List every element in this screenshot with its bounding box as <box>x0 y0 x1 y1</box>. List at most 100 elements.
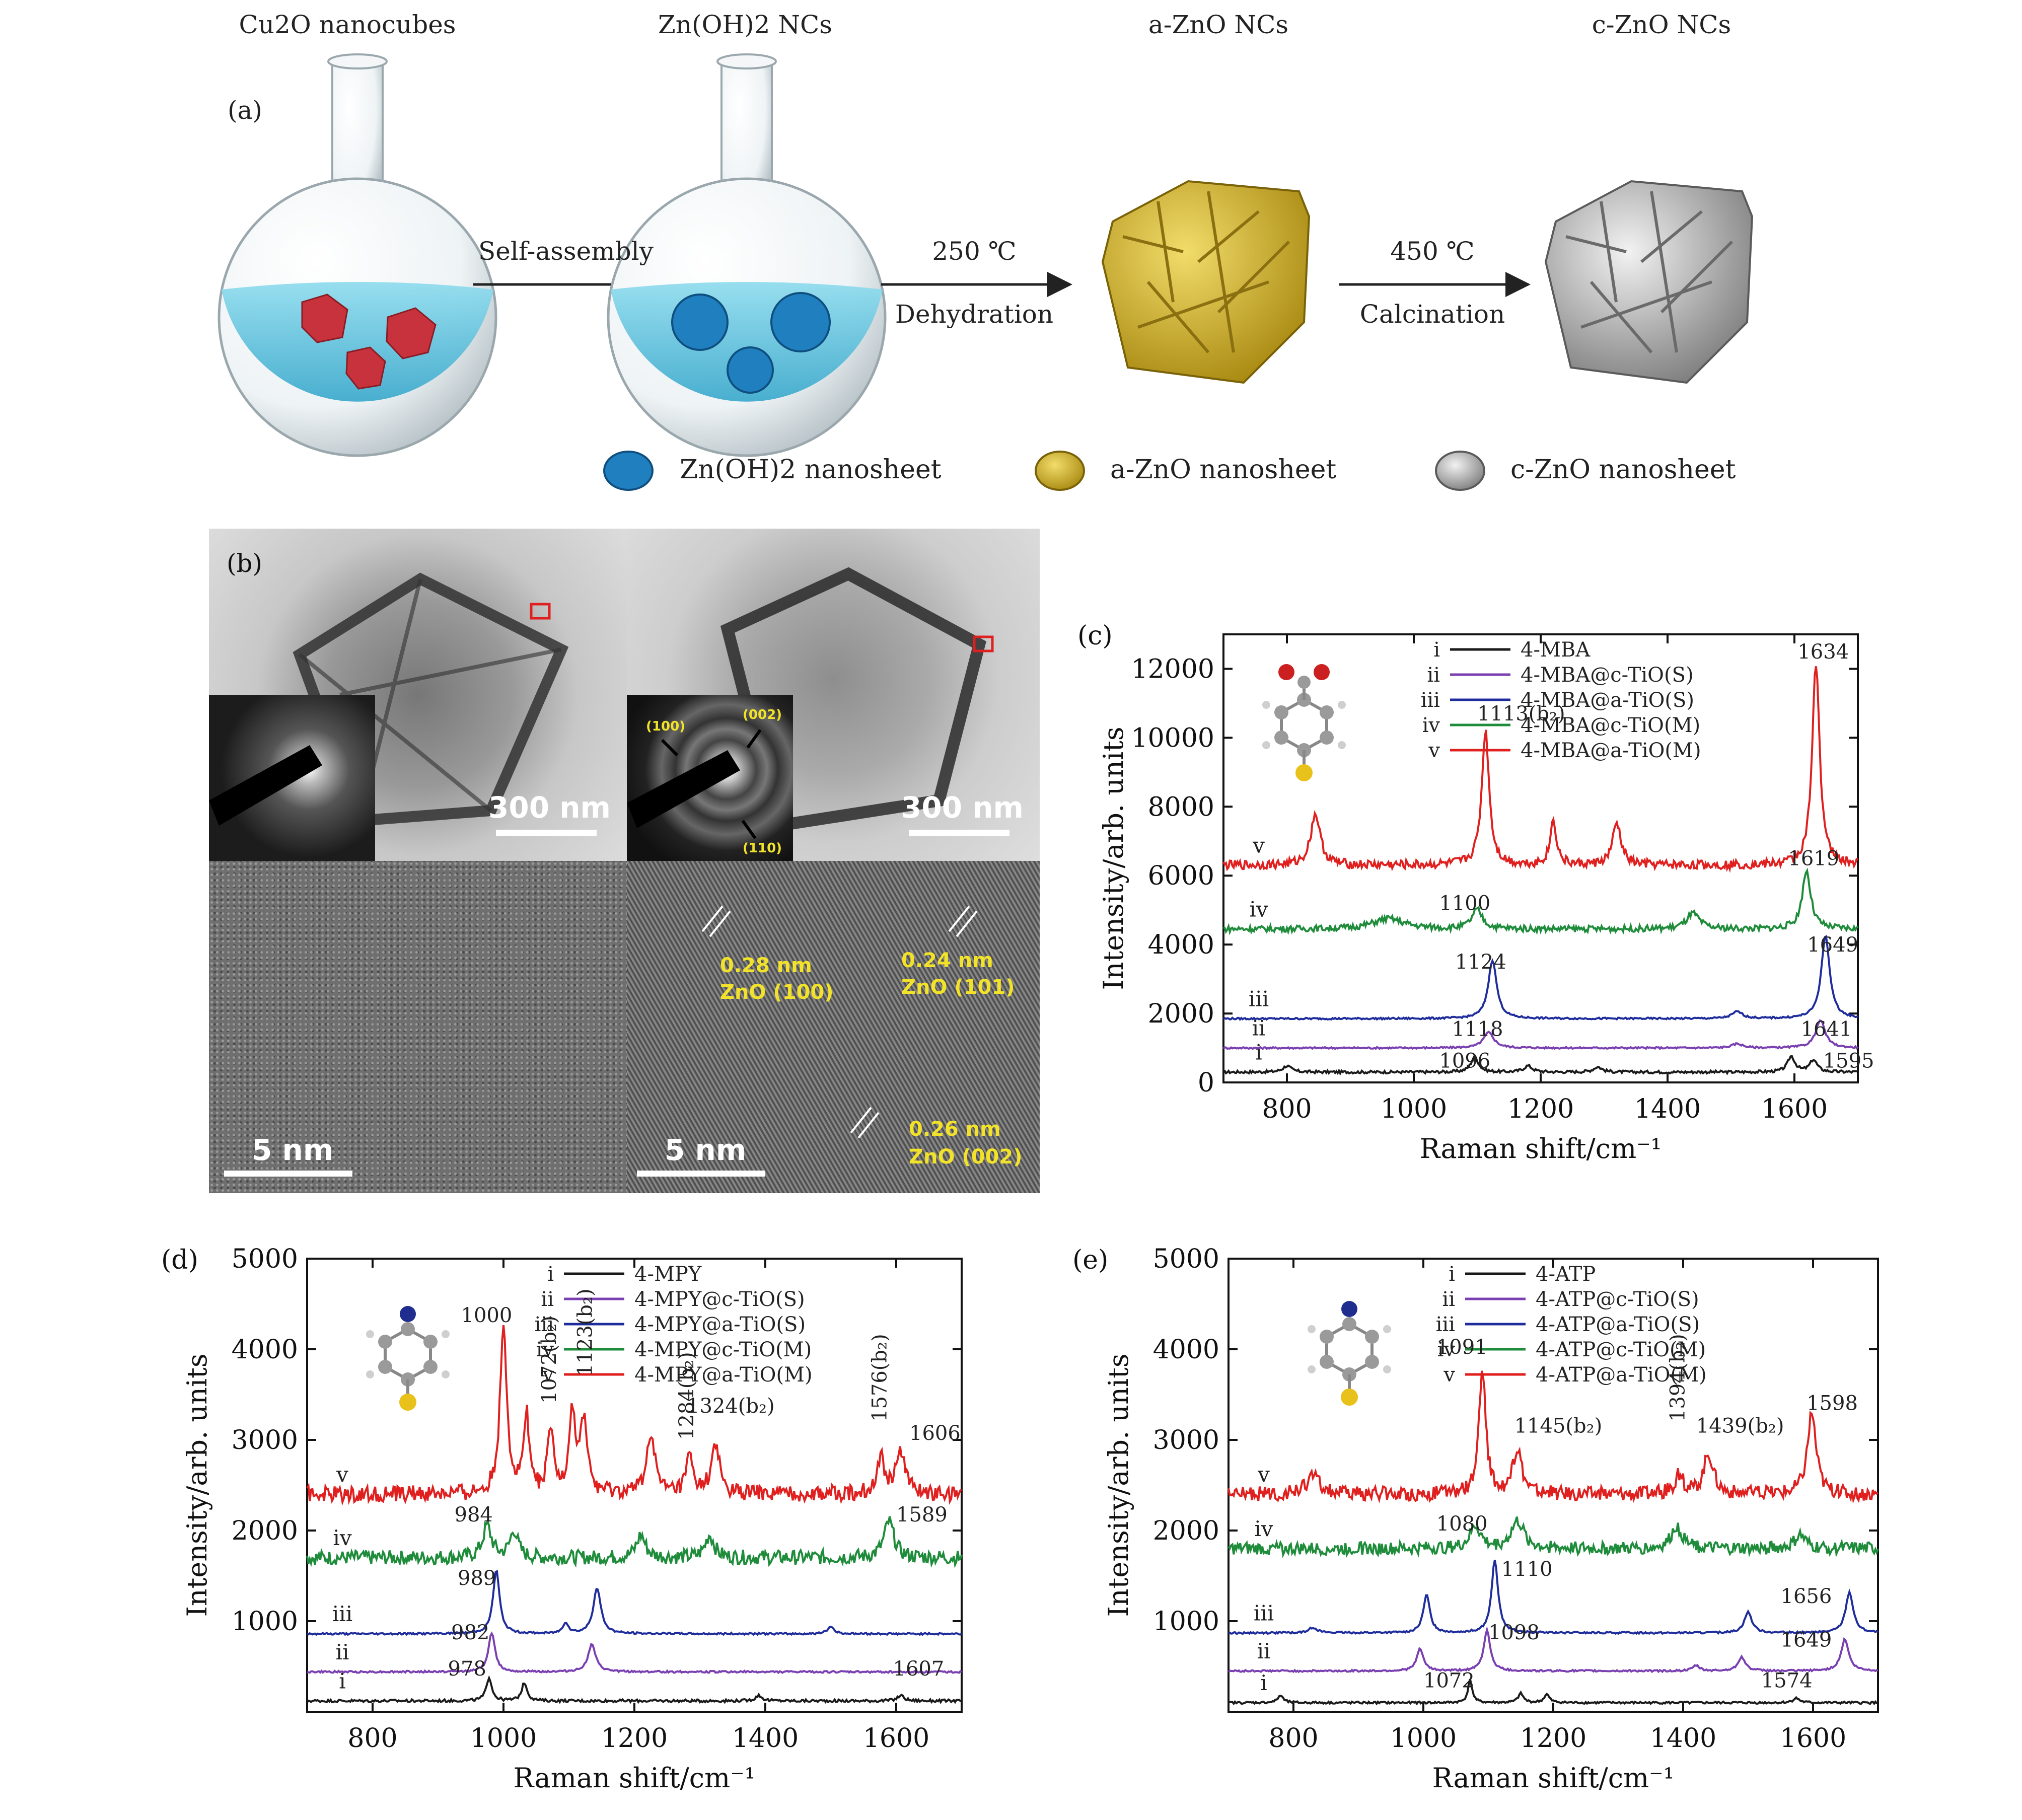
molecule-carbon <box>1274 705 1288 719</box>
peak-label: 1072 <box>1423 1669 1475 1692</box>
molecule-carbon <box>1320 705 1334 719</box>
peak-label: 1649 <box>1781 1628 1832 1651</box>
legend-text-i: 4-MPY <box>634 1263 702 1286</box>
molecule-sulfur <box>399 1394 416 1411</box>
y-axis-label: Intensity/arb. units <box>181 1353 213 1617</box>
peak-label-rotated: 1576(b₂) <box>869 1334 892 1422</box>
panel-label: (d) <box>161 1245 198 1275</box>
molecule-carbon <box>1365 1355 1379 1369</box>
fringe-d-101: 0.24 nm <box>901 949 993 972</box>
panel-a-label: (a) <box>228 96 262 125</box>
series-label-v: v <box>1252 833 1265 858</box>
scale-label-5nm-left: 5 nm <box>252 1133 334 1167</box>
saed-label-100: (100) <box>646 719 686 734</box>
molecule-hydrogen <box>1383 1325 1391 1333</box>
peak-label: 1118 <box>1452 1018 1503 1041</box>
peak-label-rotated: 1072(b₂) <box>538 1316 561 1404</box>
series-label-i: i <box>339 1668 345 1693</box>
spectrum-iv <box>1227 1516 1879 1559</box>
y-tick-label: 2000 <box>232 1516 298 1546</box>
x-tick-label: 1000 <box>470 1723 537 1754</box>
legend-roman-iii: iii <box>1436 1313 1455 1336</box>
saed-inset-a-zno <box>209 695 375 861</box>
legend-label-a-zno: a-ZnO nanosheet <box>1110 455 1337 485</box>
stage-title-cu2o: Cu2O nanocubes <box>239 10 456 39</box>
peak-label: 989 <box>458 1567 496 1590</box>
y-tick-label: 12000 <box>1131 654 1214 684</box>
molecule-carbon <box>423 1335 438 1349</box>
scale-label-5nm-right: 5 nm <box>665 1133 747 1167</box>
x-tick-label: 1200 <box>1520 1723 1586 1754</box>
fringe-plane-101: ZnO (101) <box>901 976 1015 999</box>
y-tick-label: 5000 <box>232 1244 298 1274</box>
molecule-hydrogen <box>442 1330 450 1338</box>
arrow-label-calcination: Calcination <box>1359 300 1505 329</box>
legend-text-iii: 4-MBA@a-TiO(S) <box>1521 689 1694 712</box>
spectrum-ii <box>307 1631 962 1675</box>
peak-label: 1607 <box>893 1657 945 1681</box>
c-zno-nanocube <box>1544 180 1754 384</box>
molecule-carbon <box>1365 1330 1379 1344</box>
peak-label: 1656 <box>1781 1585 1832 1608</box>
y-tick-label: 8000 <box>1148 792 1214 822</box>
stage-title-a-zno: a-ZnO NCs <box>1148 10 1289 39</box>
spectrum-iv <box>1223 867 1859 935</box>
series-label-v: v <box>336 1462 348 1487</box>
arrow-label-self-assembly: Self-assembly <box>478 237 654 266</box>
series-label-iv: iv <box>1254 1516 1273 1541</box>
molecule-hydrogen <box>1262 701 1270 709</box>
legend-icon-znoh2 <box>603 451 654 491</box>
peak-label: 1080 <box>1436 1512 1488 1536</box>
peak-label: 982 <box>451 1621 489 1644</box>
scale-bar-5nm-left <box>224 1171 352 1177</box>
series-label-i: i <box>1260 1670 1267 1695</box>
spectrum-i <box>1228 1679 1879 1706</box>
legend-roman-i: i <box>547 1263 554 1286</box>
stage-title-znoh2: Zn(OH)2 NCs <box>658 10 832 39</box>
spectrum-v <box>1222 666 1858 873</box>
arrow-label-450c: 450 ℃ <box>1390 237 1475 266</box>
x-axis-label: Raman shift/cm⁻¹ <box>1432 1762 1675 1794</box>
y-tick-label: 4000 <box>1153 1335 1219 1365</box>
molecule-hydrogen <box>366 1330 374 1338</box>
peak-label: 978 <box>448 1657 486 1681</box>
y-tick-label: 5000 <box>1153 1244 1219 1274</box>
molecule-sulfur <box>1295 764 1313 781</box>
spectrum-ii <box>1222 1019 1859 1051</box>
x-tick-label: 1400 <box>1650 1723 1716 1754</box>
y-tick-label: 3000 <box>1153 1425 1219 1455</box>
peak-label: 1110 <box>1501 1558 1553 1581</box>
legend-text-v: 4-ATP@a-TiO(M) <box>1536 1363 1707 1387</box>
peak-label: 1124 <box>1455 951 1506 974</box>
y-tick-label: 10000 <box>1131 723 1214 753</box>
peak-label: 1634 <box>1797 640 1849 664</box>
series-label-iii: iii <box>1249 986 1269 1011</box>
arrow-label-250c: 250 ℃ <box>932 237 1017 266</box>
peak-label-rotated: 1284(b₂) <box>675 1352 698 1440</box>
y-tick-label: 4000 <box>1148 930 1214 960</box>
legend-roman-v: v <box>1443 1363 1455 1387</box>
y-tick-label: 4000 <box>232 1335 298 1365</box>
series-label-i: i <box>1255 1040 1262 1064</box>
spectrum-iii <box>1223 934 1858 1022</box>
peak-label-rotated: 1123(b₂) <box>574 1288 597 1376</box>
x-tick-label: 1400 <box>1634 1094 1701 1124</box>
legend-roman-iv: iv <box>536 1338 554 1361</box>
peak-label: 1574 <box>1761 1669 1813 1692</box>
peak-label: 1595 <box>1823 1050 1874 1073</box>
fringe-plane-002: ZnO (002) <box>909 1145 1023 1169</box>
series-label-v: v <box>1257 1462 1270 1487</box>
raman-chart-e: 800 1000 1200 1400 1600 1000 2000 3000 4000 5000 R… <box>1072 1244 1879 1794</box>
legend-text-v: 4-MBA@a-TiO(M) <box>1521 739 1701 762</box>
x-tick-label: 1000 <box>1390 1723 1457 1754</box>
y-tick-label: 2000 <box>1153 1516 1219 1546</box>
x-axis-label: Raman shift/cm⁻¹ <box>514 1762 756 1794</box>
x-axis-label: Raman shift/cm⁻¹ <box>1420 1133 1662 1164</box>
x-tick-label: 1600 <box>1780 1723 1846 1754</box>
legend-roman-i: i <box>1449 1263 1455 1286</box>
molecule-carbon <box>1297 676 1311 689</box>
peak-label-rotated: 1394(b₂) <box>1667 1334 1690 1422</box>
y-tick-label: 3000 <box>232 1425 298 1455</box>
scale-label-300nm-left: 300 nm <box>488 790 611 825</box>
legend-label-c-zno: c-ZnO nanosheet <box>1510 455 1736 485</box>
